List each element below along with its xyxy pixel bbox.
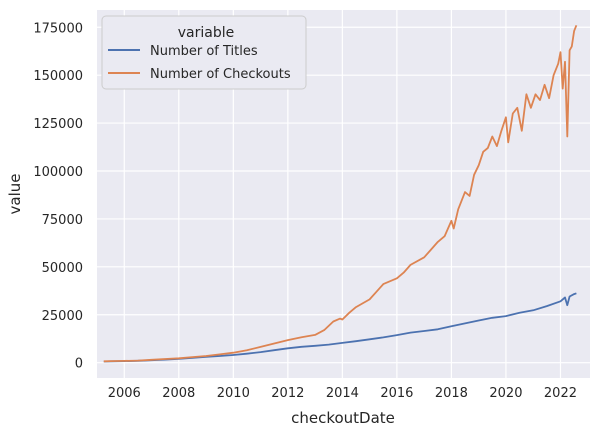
legend-label-checkouts: Number of Checkouts [150,67,291,82]
y-tick-label: 175000 [33,21,83,36]
x-tick-label: 2020 [489,386,522,401]
series-line-checkouts [103,24,578,363]
x-axis-label: checkoutDate [291,409,395,427]
x-tick-label: 2014 [326,386,359,401]
x-tick-label: 2006 [108,386,141,401]
legend-title: variable [178,25,234,41]
y-tick-label: 150000 [33,69,83,84]
tick-labels: 2006 2008 2010 2012 2014 2016 2018 2020 2022 0 250… [33,21,577,401]
series-layer [103,24,578,363]
y-tick-label: 100000 [33,165,83,180]
y-tick-label: 25000 [42,309,83,324]
y-tick-label: 0 [75,357,83,372]
y-tick-label: 125000 [33,117,83,132]
x-tick-label: 2016 [380,386,413,401]
y-tick-label: 50000 [42,261,83,276]
y-axis-label: value [6,174,24,215]
y-tick-label: 75000 [42,213,83,228]
x-tick-label: 2012 [271,386,304,401]
x-tick-label: 2010 [217,386,250,401]
legend-box [101,15,307,90]
legend: variable Number of Titles Number of Chec… [101,15,307,90]
x-tick-label: 2008 [162,386,195,401]
x-tick-label: 2022 [544,386,577,401]
x-tick-label: 2018 [435,386,468,401]
legend-label-titles: Number of Titles [150,44,258,59]
